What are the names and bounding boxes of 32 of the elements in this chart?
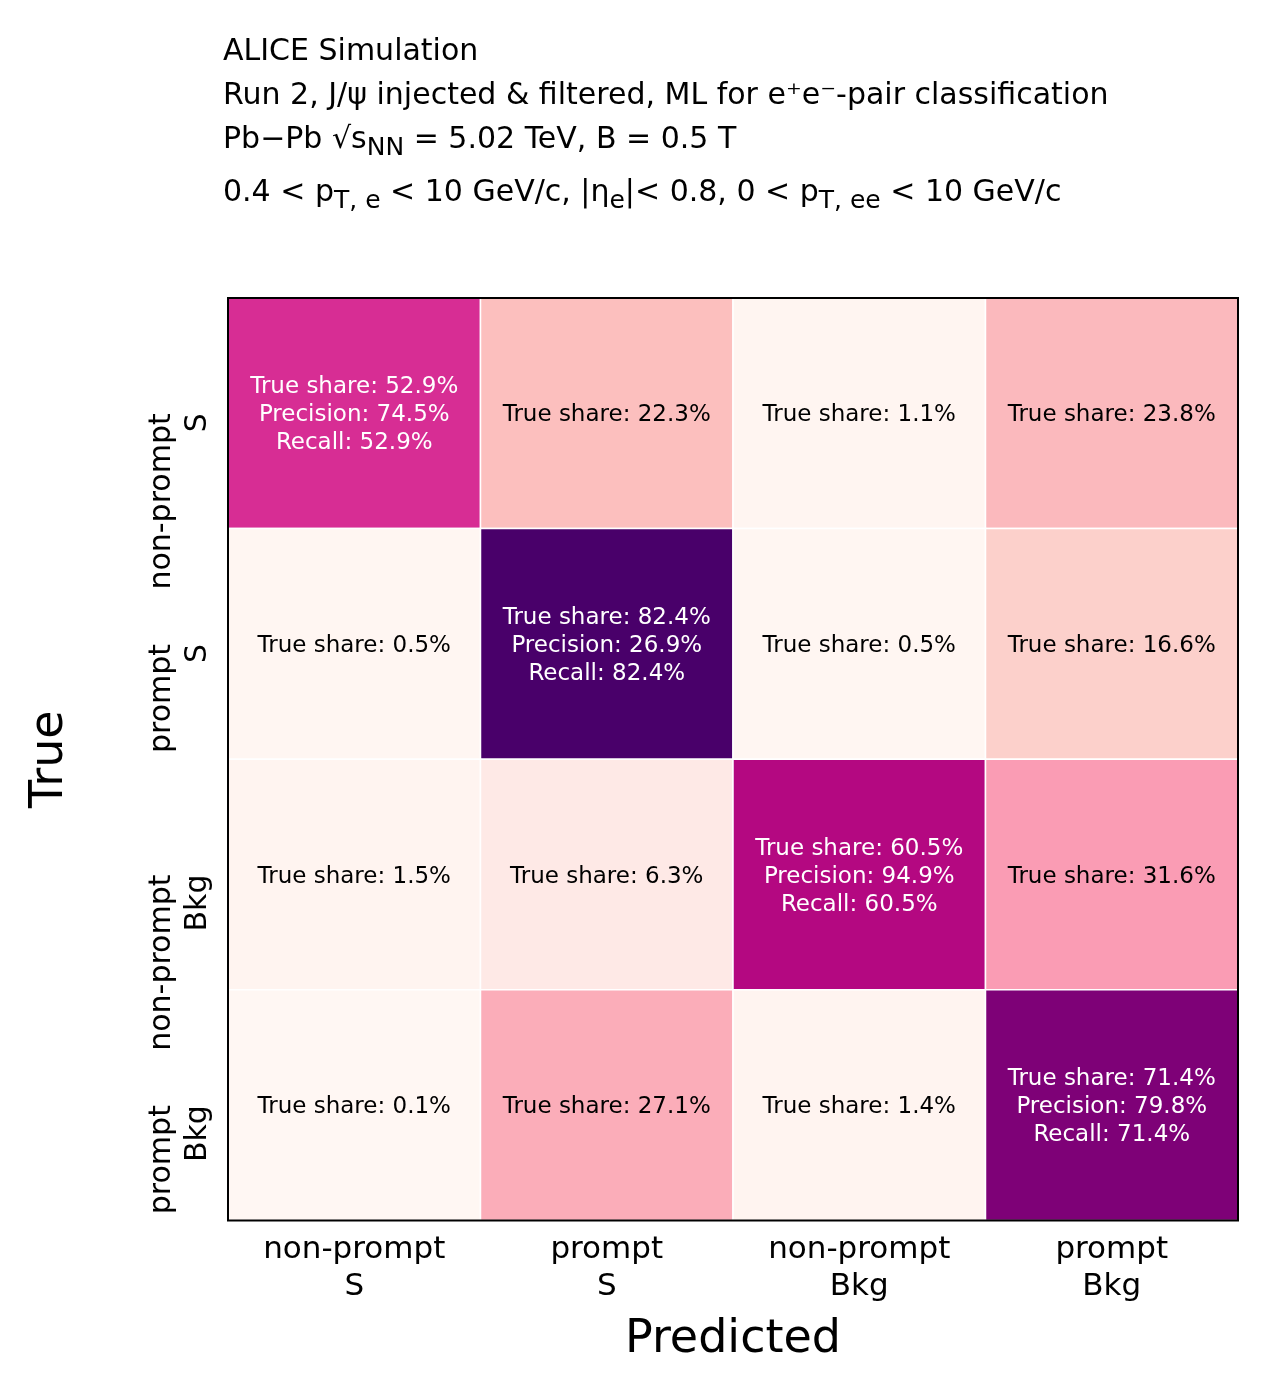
annotation: Precision: 79.8% Recall: 71.4%: [1016, 1091, 1208, 1148]
x-tick-label: prompt S: [550, 1229, 664, 1303]
x-axis-title: Predicted: [625, 1309, 841, 1364]
chart-title: ALICE Simulation: [223, 31, 480, 69]
data-label: True share: 71.4%: [1007, 1063, 1216, 1092]
data-label: True share: 23.8%: [1007, 399, 1216, 428]
data-label: True share: 6.3%: [510, 860, 704, 889]
data-label: True share: 1.4%: [762, 1091, 956, 1120]
data-label: True share: 16.6%: [1007, 629, 1216, 658]
x-tick-label: non-prompt S: [263, 1229, 446, 1303]
x-tick-label: non-prompt Bkg: [768, 1229, 951, 1303]
data-label: True share: 31.6%: [1007, 860, 1216, 889]
data-label: True share: 0.1%: [257, 1091, 451, 1120]
data-label: True share: 1.5%: [257, 860, 451, 889]
data-label: True share: 52.9%: [250, 371, 459, 400]
data-label: True share: 0.5%: [762, 629, 956, 658]
y-tick-label: non-prompt Bkg: [141, 874, 213, 1051]
y-tick-label: non-prompt S: [141, 413, 213, 590]
y-axis-title: True: [18, 710, 73, 810]
data-label: True share: 27.1%: [502, 1091, 711, 1120]
annotation: Precision: 74.5% Recall: 52.9%: [258, 399, 450, 456]
data-label: True share: 1.1%: [762, 399, 956, 428]
y-tick-label: prompt S: [141, 643, 213, 754]
annotation: Precision: 26.9% Recall: 82.4%: [511, 629, 703, 686]
data-label: True share: 22.3%: [502, 399, 711, 428]
data-label: True share: 82.4%: [502, 601, 711, 630]
y-tick-label: prompt Bkg: [141, 1104, 213, 1215]
x-tick-label: prompt Bkg: [1055, 1229, 1169, 1303]
annotation: Precision: 94.9% Recall: 60.5%: [763, 860, 955, 917]
data-label: True share: 0.5%: [257, 629, 451, 658]
data-label: True share: 60.5%: [755, 832, 964, 861]
text: Run 2, J/ψ injected & filtered, ML for e⁺e⁻-pair classification Pb−Pb √s$_{NN}$ = 5.02 TeV, B = 0.5 T 0.4 < p$_{T, e}$ < 10 GeV/c, |η$_{e}$|< 0.8, 0 < p$_{T, ee}$ < 10 GeV/c: [223, 76, 1109, 214]
